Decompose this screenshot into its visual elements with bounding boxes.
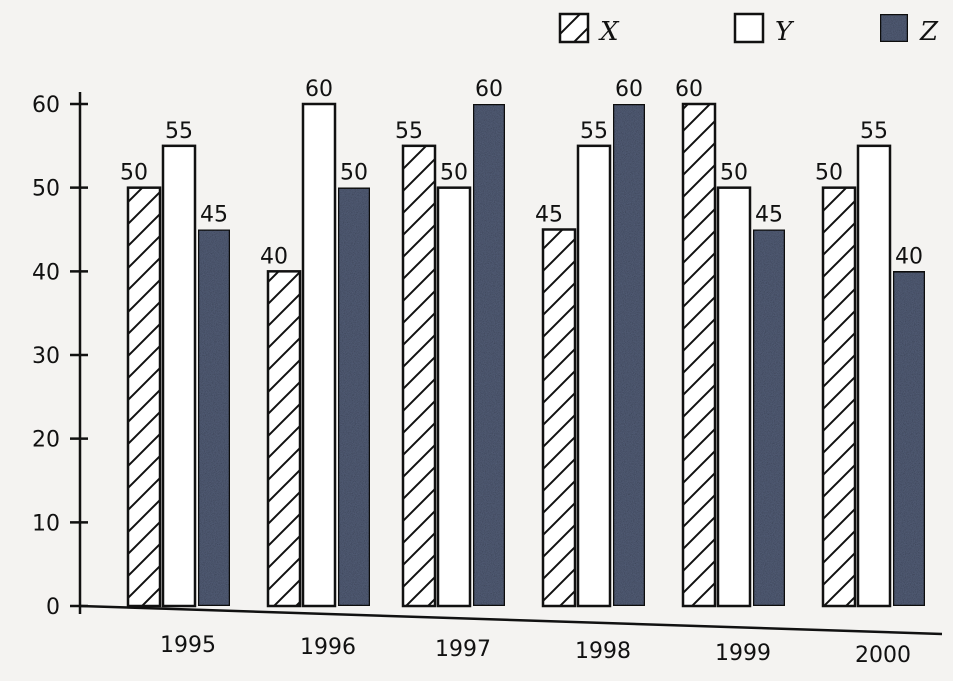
bar-x-1999 bbox=[681, 102, 717, 608]
legend: X Y Z bbox=[558, 12, 939, 47]
bar-z-1998 bbox=[611, 102, 647, 608]
data-label-y-1998: 55 bbox=[580, 119, 608, 144]
data-labels: 50 55 45 40 60 50 55 50 60 45 55 60 60 50 45 50 55 40 bbox=[120, 77, 923, 269]
bar-x-1998 bbox=[541, 228, 577, 608]
bar-x-1997 bbox=[401, 144, 437, 608]
data-label-z-1997: 60 bbox=[475, 77, 503, 102]
bar-x-1996 bbox=[266, 270, 302, 608]
y-tick-label: 30 bbox=[32, 344, 60, 369]
legend-swatch-x bbox=[558, 12, 590, 44]
x-tick-label-1995: 1995 bbox=[160, 633, 216, 658]
bar-z-1999 bbox=[751, 228, 787, 608]
bar-y-1996 bbox=[301, 102, 337, 608]
bars bbox=[126, 102, 927, 608]
legend-swatch-z bbox=[878, 12, 910, 44]
y-tick-label: 0 bbox=[46, 595, 60, 620]
data-label-y-2000: 55 bbox=[860, 119, 888, 144]
bar-y-1999 bbox=[716, 186, 752, 608]
data-label-x-1998: 45 bbox=[535, 203, 563, 228]
legend-label-y: Y bbox=[775, 17, 795, 47]
data-label-x-1995: 50 bbox=[120, 161, 148, 186]
bar-y-1997 bbox=[436, 186, 472, 608]
data-label-x-1997: 55 bbox=[395, 119, 423, 144]
bar-y-2000 bbox=[856, 144, 892, 608]
bar-x-2000 bbox=[821, 186, 857, 608]
data-label-z-2000: 40 bbox=[895, 244, 923, 269]
axes: 0 10 20 30 40 50 60 1995 1996 1997 1998 1999 2000 bbox=[32, 92, 943, 668]
x-axis-line bbox=[79, 604, 943, 636]
x-tick-label-1997: 1997 bbox=[435, 637, 491, 662]
data-label-y-1997: 50 bbox=[440, 161, 468, 186]
data-label-z-1995: 45 bbox=[200, 203, 228, 228]
bar-z-1995 bbox=[196, 228, 232, 608]
data-label-z-1996: 50 bbox=[340, 161, 368, 186]
bar-z-1996 bbox=[336, 186, 372, 608]
bar-x-1995 bbox=[126, 186, 162, 608]
bar-z-1997 bbox=[471, 102, 507, 608]
y-tick-label: 50 bbox=[32, 177, 60, 202]
x-tick-label-1999: 1999 bbox=[715, 641, 771, 666]
bar-z-2000 bbox=[891, 270, 927, 608]
y-tick-label: 10 bbox=[32, 511, 60, 536]
y-tick-label: 60 bbox=[32, 93, 60, 118]
data-label-z-1999: 45 bbox=[755, 203, 783, 228]
legend-label-z: Z bbox=[919, 17, 939, 47]
x-tick-label-1996: 1996 bbox=[300, 635, 356, 660]
bar-y-1995 bbox=[161, 144, 197, 608]
legend-label-x: X bbox=[598, 17, 620, 47]
x-tick-label-2000: 2000 bbox=[855, 643, 911, 668]
bar-y-1998 bbox=[576, 144, 612, 608]
data-label-x-2000: 50 bbox=[815, 161, 843, 186]
legend-swatch-y bbox=[733, 12, 765, 44]
y-tick-label: 20 bbox=[32, 428, 60, 453]
data-label-y-1999: 50 bbox=[720, 161, 748, 186]
data-label-y-1995: 55 bbox=[165, 119, 193, 144]
data-label-y-1996: 60 bbox=[305, 77, 333, 102]
x-tick-label-1998: 1998 bbox=[575, 639, 631, 664]
y-tick-label: 40 bbox=[32, 260, 60, 285]
data-label-x-1996: 40 bbox=[260, 244, 288, 269]
data-label-z-1998: 60 bbox=[615, 77, 643, 102]
data-label-x-1999: 60 bbox=[675, 77, 703, 102]
